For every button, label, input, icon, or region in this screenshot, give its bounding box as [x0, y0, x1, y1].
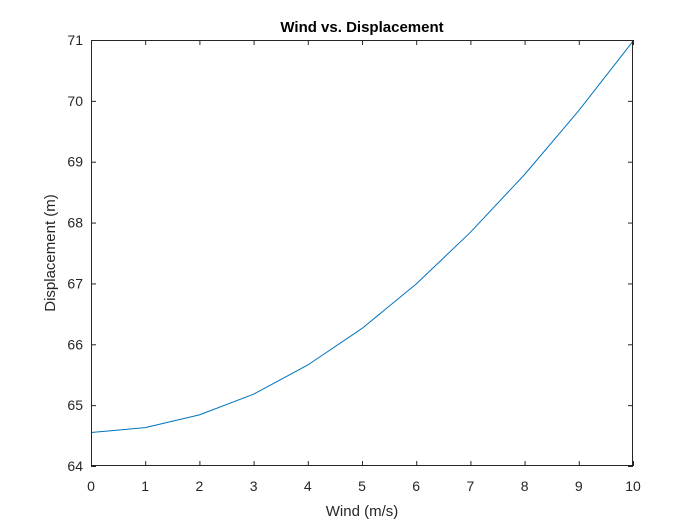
- axes-box: [91, 40, 633, 466]
- x-tick-label: 6: [412, 478, 420, 494]
- plot-area: [91, 40, 633, 466]
- y-tick-label: 69: [67, 154, 83, 170]
- x-tick-label: 10: [625, 478, 641, 494]
- y-tick-label: 65: [67, 397, 83, 413]
- series-line: [90, 40, 634, 434]
- y-tick-label: 70: [67, 93, 83, 109]
- x-tick-label: 1: [141, 478, 149, 494]
- x-tick-label: 4: [304, 478, 312, 494]
- x-tick-label: 7: [467, 478, 475, 494]
- x-axis-label: Wind (m/s): [326, 503, 399, 520]
- y-tick-label: 64: [67, 458, 83, 474]
- y-tick-label: 67: [67, 275, 83, 291]
- x-tick-label: 3: [250, 478, 258, 494]
- x-tick-label: 0: [87, 478, 95, 494]
- y-tick-label: 68: [67, 215, 83, 231]
- y-tick-label: 71: [67, 32, 83, 48]
- chart-title: Wind vs. Displacement: [280, 19, 443, 36]
- series-layer: [90, 40, 634, 434]
- y-tick-label: 66: [67, 336, 83, 352]
- x-tick-label: 8: [521, 478, 529, 494]
- x-tick-label: 5: [358, 478, 366, 494]
- y-axis-label: Displacement (m): [42, 194, 59, 312]
- x-tick-label: 9: [575, 478, 583, 494]
- x-tick-label: 2: [196, 478, 204, 494]
